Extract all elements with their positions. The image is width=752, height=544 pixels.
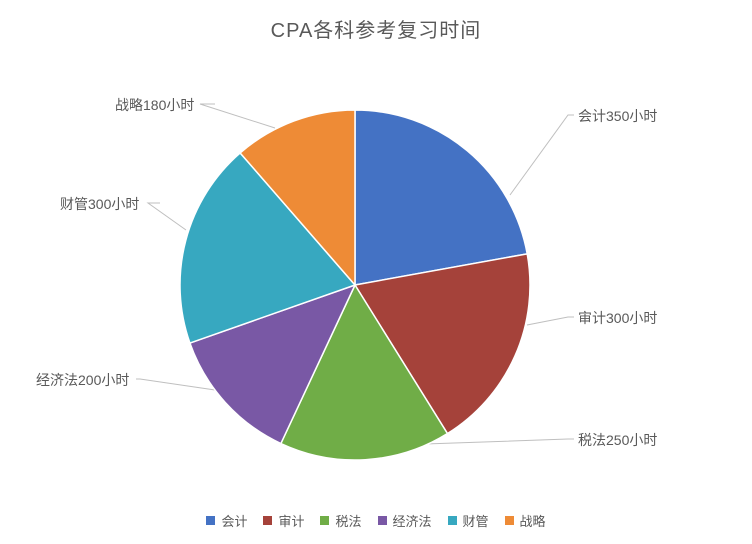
leader-line — [200, 104, 275, 128]
slice-label: 会计350小时 — [578, 106, 657, 126]
slice-label: 战略180小时 — [115, 95, 194, 115]
legend-swatch — [505, 516, 514, 525]
slice-label: 经济法200小时 — [36, 370, 129, 390]
legend-item: 会计 — [206, 511, 247, 530]
slice-label: 税法250小时 — [578, 430, 657, 450]
legend-label: 会计 — [221, 511, 247, 530]
legend-item: 战略 — [505, 511, 546, 530]
legend-label: 税法 — [335, 511, 361, 530]
leader-line — [527, 317, 574, 325]
legend-swatch — [320, 516, 329, 525]
legend-label: 审计 — [278, 511, 304, 530]
leader-line — [148, 203, 186, 230]
slice-label: 审计300小时 — [578, 308, 657, 328]
legend-swatch — [263, 516, 272, 525]
legend-item: 税法 — [320, 511, 361, 530]
legend-swatch — [378, 516, 387, 525]
legend-label: 战略 — [520, 511, 546, 530]
leader-line — [510, 115, 574, 195]
legend-label: 经济法 — [393, 511, 432, 530]
pie-svg — [0, 0, 752, 544]
legend-item: 财管 — [448, 511, 489, 530]
leader-line — [425, 439, 574, 444]
legend-item: 经济法 — [378, 511, 432, 530]
pie-chart-container: CPA各科参考复习时间 会计350小时审计300小时税法250小时经济法200小… — [0, 0, 752, 544]
legend: 会计 审计 税法 经济法 财管 战略 — [0, 511, 752, 530]
legend-swatch — [206, 516, 215, 525]
legend-item: 审计 — [263, 511, 304, 530]
slice-label: 财管300小时 — [60, 194, 139, 214]
legend-label: 财管 — [463, 511, 489, 530]
legend-swatch — [448, 516, 457, 525]
leader-line — [136, 379, 215, 390]
